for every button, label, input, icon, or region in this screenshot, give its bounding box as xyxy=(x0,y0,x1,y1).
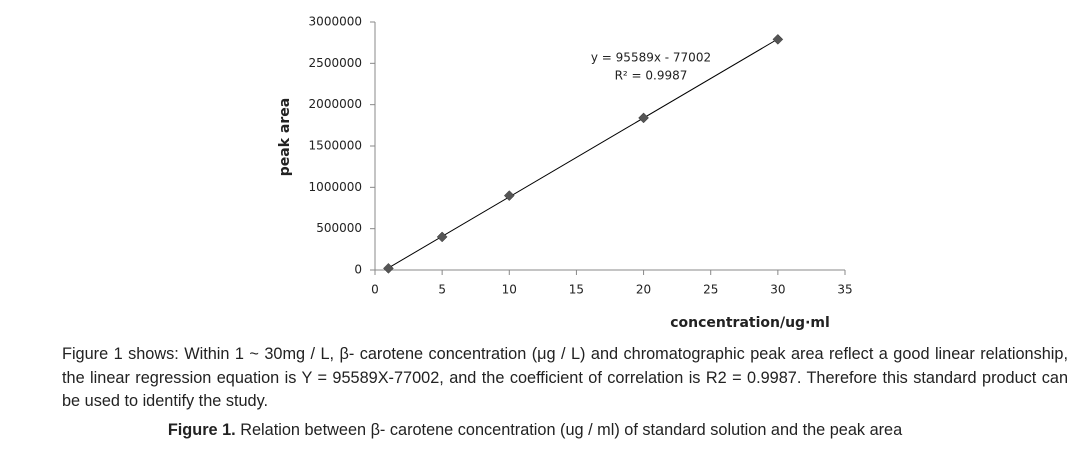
data-point xyxy=(772,34,784,45)
caption-label: Figure 1. xyxy=(167,421,236,439)
r-squared: R² = 0.9987 xyxy=(615,69,688,83)
x-tick-label: 25 xyxy=(703,283,718,297)
x-tick-label: 35 xyxy=(837,283,852,297)
y-tick-label: 500000 xyxy=(316,221,362,235)
x-tick-label: 15 xyxy=(569,283,584,297)
y-tick-label: 0 xyxy=(354,263,362,277)
y-tick-label: 1000000 xyxy=(309,180,362,194)
y-tick-label: 2000000 xyxy=(309,97,362,111)
x-tick-label: 5 xyxy=(438,283,446,297)
description: Figure 1 shows: Within 1 ~ 30mg / L, β- … xyxy=(62,345,1068,410)
x-tick-label: 30 xyxy=(770,283,785,297)
x-tick-label: 20 xyxy=(636,283,651,297)
x-tick-label: 0 xyxy=(371,283,379,297)
figure-caption: Figure 1. Relation between β- carotene c… xyxy=(0,421,1070,440)
y-axis-title: peak area xyxy=(277,98,293,176)
y-tick-label: 3000000 xyxy=(309,15,362,29)
x-axis-title: concentration/ug·ml xyxy=(670,315,830,331)
y-tick-label: 1500000 xyxy=(309,139,362,153)
data-point xyxy=(638,112,649,124)
data-point xyxy=(503,190,515,201)
data-point xyxy=(436,231,448,243)
x-tick-label: 10 xyxy=(502,283,517,297)
chart: peak area concentration/ug·ml y = 95589x… xyxy=(277,15,853,332)
caption-text: Relation between β- carotene concentrati… xyxy=(240,421,903,439)
data-point xyxy=(383,262,394,274)
trendline xyxy=(388,38,779,269)
equation: y = 95589x - 77002 xyxy=(591,51,711,65)
y-tick-label: 2500000 xyxy=(309,56,362,70)
